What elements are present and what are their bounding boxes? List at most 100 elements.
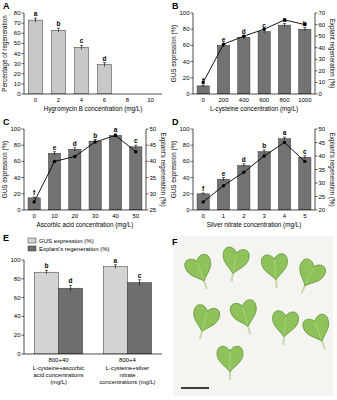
x-label: L-cysteine concentration (mg/L) (210, 105, 298, 113)
leaf-stem (302, 286, 305, 293)
y-tick (191, 177, 194, 178)
error-cap (80, 45, 83, 46)
y2-tick (146, 129, 149, 130)
y-tick (22, 43, 25, 44)
error-cap (138, 279, 141, 280)
plot-area (197, 137, 311, 210)
significance-letter: b (303, 20, 307, 27)
error-bar (304, 156, 305, 159)
y2-tick-label: 40 (319, 153, 326, 159)
x-tick-label: 50 (132, 213, 139, 219)
bar (29, 20, 43, 94)
marker (262, 154, 265, 157)
bar (217, 179, 229, 210)
significance-letter: e (53, 144, 57, 151)
marker (93, 140, 96, 143)
y-tick-label: 60 (183, 42, 190, 48)
y-tick-label: 0 (17, 207, 21, 213)
y2-tick-label: 45 (319, 140, 326, 146)
marker (303, 160, 306, 163)
error-bar (284, 137, 285, 140)
y-tick (191, 45, 194, 46)
bar (238, 37, 250, 94)
y2-tick-label: 25 (319, 194, 326, 200)
leaf-blade (220, 246, 250, 276)
error-bar (115, 265, 116, 269)
marker (134, 150, 137, 153)
significance-letter: c (134, 137, 138, 144)
x-tick-label: 4 (80, 97, 84, 103)
category-note: L-cysteine+silvernitrateconcentrations (… (99, 365, 155, 385)
significance-letter: b (44, 262, 48, 269)
significance-letter: a (283, 129, 287, 136)
leaf-blade (293, 257, 328, 291)
y-tick (191, 193, 194, 194)
bar (103, 267, 127, 354)
y-tick (22, 335, 25, 336)
y-tick-label: 100 (10, 257, 21, 263)
leaf-vein (243, 307, 248, 324)
x-tick-label: 40 (112, 213, 119, 219)
error-cap (202, 192, 205, 193)
significance-letter: d (242, 28, 246, 35)
y-tick (22, 13, 25, 14)
error-cap (94, 139, 97, 140)
photo-background (173, 236, 333, 396)
significance-letter: c (80, 37, 84, 44)
y2-tick (315, 47, 318, 48)
marker (283, 141, 286, 144)
panel-label: E (3, 233, 9, 243)
error-bar (135, 145, 136, 148)
y2-label: Explant's regeneration (%) (159, 132, 167, 206)
significance-letter: d (73, 140, 77, 147)
y-axis (193, 129, 194, 210)
significance-letter: f (202, 185, 205, 192)
x-tick-label: 10 (147, 97, 154, 103)
y2-label: Explant regeneration (%) (328, 19, 336, 89)
y-tick (22, 23, 25, 24)
error-cap (242, 163, 245, 164)
leaf-vein (202, 312, 207, 329)
panel: C020406080100253035404550fedbac010203040… (1, 117, 167, 229)
y-tick (22, 145, 25, 146)
leaf-blade (189, 303, 221, 335)
y-tick-label: 80 (14, 10, 21, 16)
bar (258, 152, 270, 210)
y-axis (193, 13, 194, 94)
y2-tick (315, 156, 318, 157)
error-cap (103, 62, 106, 63)
bar (28, 198, 40, 210)
significance-letter: e (222, 36, 226, 43)
y2-axis (146, 129, 147, 210)
x-tick-label: 3 (262, 213, 266, 219)
leaf (270, 310, 299, 346)
leaf-vein (274, 260, 276, 278)
leaf-vein (315, 322, 321, 339)
significance-letter: d (242, 156, 246, 163)
x-tick-label: 10 (51, 213, 58, 219)
line (34, 135, 136, 201)
y-tick (22, 94, 25, 95)
y-tick (191, 61, 194, 62)
y-axis (24, 13, 25, 94)
leaf-vein (197, 262, 203, 279)
y2-tick-label: 30 (319, 180, 326, 186)
y-tick-label: 50 (14, 40, 21, 46)
y-tick (22, 63, 25, 64)
y2-tick (315, 36, 318, 37)
leaf-blade (271, 310, 299, 338)
y-tick-label: 40 (183, 59, 190, 65)
y-tick-label: 0 (17, 351, 21, 357)
y-tick (22, 177, 25, 178)
bar (128, 283, 152, 354)
bar (238, 165, 250, 210)
data-labels: fedbac (202, 129, 307, 192)
line (203, 20, 305, 82)
panel: A01020304050607080abcd0246810Hygromycin … (1, 1, 162, 113)
error-bar (223, 178, 224, 181)
y-tick (22, 33, 25, 34)
significance-letter: d (103, 55, 107, 62)
y2-tick (315, 196, 318, 197)
leaf-stem (229, 372, 231, 380)
bar (197, 86, 209, 94)
